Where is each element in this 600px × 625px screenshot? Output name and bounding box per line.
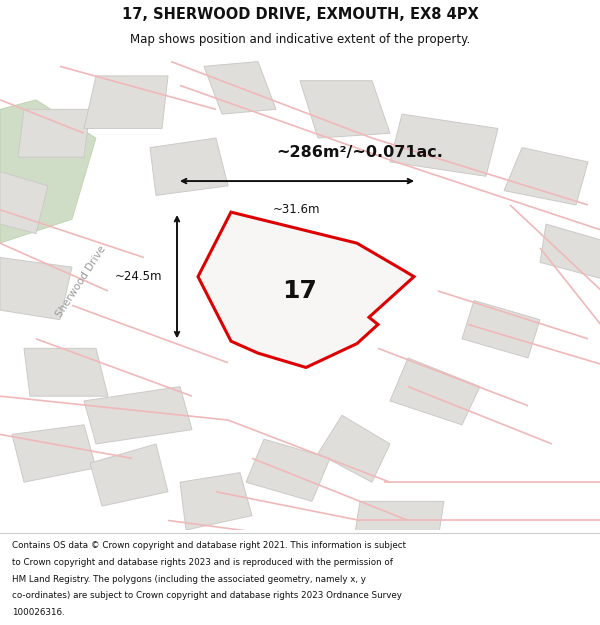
- Polygon shape: [84, 76, 168, 129]
- Polygon shape: [18, 109, 90, 157]
- Polygon shape: [246, 439, 330, 501]
- Polygon shape: [90, 444, 168, 506]
- Polygon shape: [390, 358, 480, 425]
- Polygon shape: [504, 148, 588, 205]
- Text: Map shows position and indicative extent of the property.: Map shows position and indicative extent…: [130, 32, 470, 46]
- Text: Contains OS data © Crown copyright and database right 2021. This information is : Contains OS data © Crown copyright and d…: [12, 541, 406, 551]
- Polygon shape: [540, 224, 600, 281]
- Polygon shape: [150, 138, 228, 196]
- Polygon shape: [180, 472, 252, 530]
- Text: co-ordinates) are subject to Crown copyright and database rights 2023 Ordnance S: co-ordinates) are subject to Crown copyr…: [12, 591, 402, 600]
- Polygon shape: [390, 114, 498, 176]
- Text: Sherwood Drive: Sherwood Drive: [54, 244, 108, 319]
- Text: 100026316.: 100026316.: [12, 608, 65, 617]
- Text: 17: 17: [283, 279, 317, 303]
- Polygon shape: [318, 415, 390, 482]
- Text: ~286m²/~0.071ac.: ~286m²/~0.071ac.: [277, 145, 443, 160]
- Polygon shape: [0, 100, 96, 243]
- Polygon shape: [0, 258, 72, 319]
- Polygon shape: [354, 501, 444, 539]
- Polygon shape: [84, 387, 192, 444]
- Text: ~24.5m: ~24.5m: [115, 270, 162, 283]
- Polygon shape: [12, 425, 96, 483]
- Polygon shape: [198, 212, 414, 368]
- Polygon shape: [462, 301, 540, 358]
- Polygon shape: [0, 171, 48, 234]
- Polygon shape: [24, 348, 108, 396]
- Text: HM Land Registry. The polygons (including the associated geometry, namely x, y: HM Land Registry. The polygons (includin…: [12, 574, 366, 584]
- Text: to Crown copyright and database rights 2023 and is reproduced with the permissio: to Crown copyright and database rights 2…: [12, 558, 393, 567]
- Text: ~31.6m: ~31.6m: [273, 202, 321, 216]
- Polygon shape: [204, 61, 276, 114]
- Text: 17, SHERWOOD DRIVE, EXMOUTH, EX8 4PX: 17, SHERWOOD DRIVE, EXMOUTH, EX8 4PX: [122, 6, 478, 21]
- Polygon shape: [300, 81, 390, 138]
